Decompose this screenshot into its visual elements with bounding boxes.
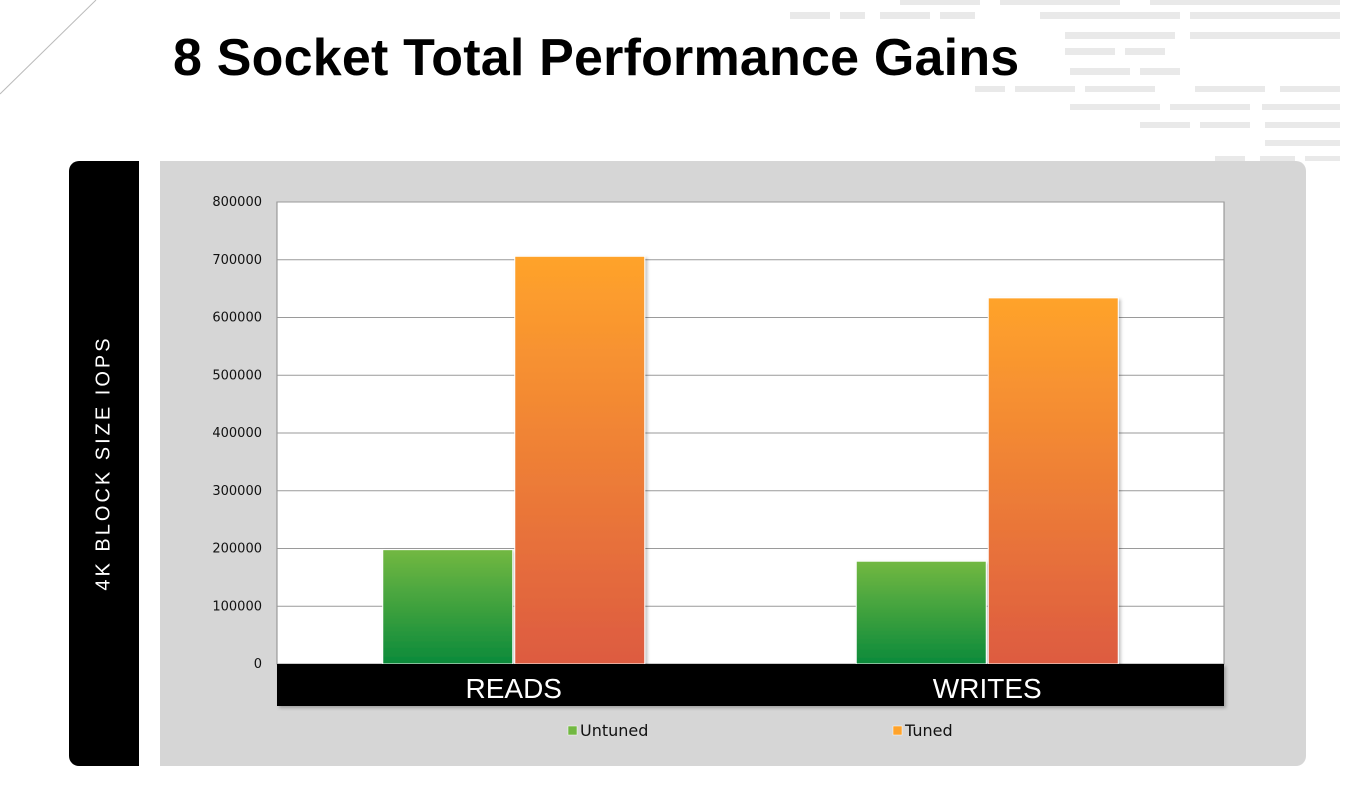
y-tick-label: 700000 [212,253,262,268]
bars [382,255,1119,665]
category-labels: READS WRITES [466,673,1042,704]
category-label: WRITES [933,673,1042,704]
legend-label-untuned: Untuned [580,721,648,740]
diagonal-line [0,0,97,95]
y-tick-label: 300000 [212,484,262,499]
bar-tuned-writes [987,297,1119,665]
bar-untuned-writes [855,560,987,665]
legend-swatch-untuned [567,725,578,736]
y-axis-label: 4K BLOCK SIZE IOPS [92,335,115,591]
category-band [277,664,1224,706]
y-tick-label: 400000 [212,426,262,441]
y-tick-label: 100000 [212,599,262,614]
y-tick-label: 0 [254,657,262,672]
slide-title: 8 Socket Total Performance Gains [173,29,1020,87]
y-tick-labels: 0 100000 200000 300000 400000 500000 600000 700… [212,195,262,672]
y-tick-label: 500000 [212,368,262,383]
bar-tuned-reads [514,255,646,665]
y-tick-label: 200000 [212,542,262,557]
gray-block-pattern [790,0,1340,161]
bar-untuned-reads [382,549,514,665]
y-axis-label-panel: 4K BLOCK SIZE IOPS [69,161,139,766]
legend-swatch-tuned [892,725,903,736]
legend-label-tuned: Tuned [904,721,953,740]
chart-panel: 0 100000 200000 300000 400000 500000 600000 700… [160,161,1306,766]
y-tick-label: 600000 [212,311,262,326]
y-tick-label: 800000 [212,195,262,210]
category-label: READS [466,673,562,704]
bar-chart: 0 100000 200000 300000 400000 500000 600000 700… [212,195,1225,740]
legend: Untuned Tuned [567,721,953,740]
